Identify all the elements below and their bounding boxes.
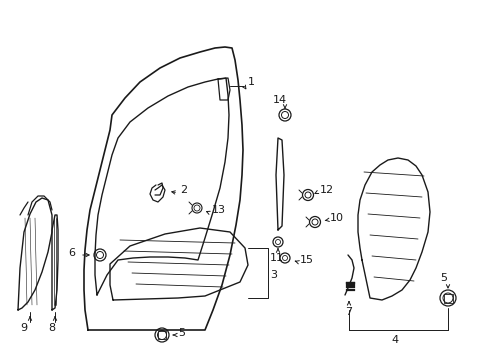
Text: 4: 4 bbox=[390, 335, 398, 345]
Text: 10: 10 bbox=[329, 213, 343, 223]
Text: 8: 8 bbox=[48, 323, 56, 333]
Text: 2: 2 bbox=[180, 185, 187, 195]
Text: 6: 6 bbox=[68, 248, 75, 258]
Text: 3: 3 bbox=[269, 270, 276, 280]
Text: 5: 5 bbox=[440, 273, 447, 283]
Text: 1: 1 bbox=[247, 77, 254, 87]
Text: 7: 7 bbox=[345, 307, 351, 317]
Text: 14: 14 bbox=[272, 95, 286, 105]
Text: 11: 11 bbox=[269, 253, 284, 263]
Text: 12: 12 bbox=[319, 185, 333, 195]
Text: 15: 15 bbox=[299, 255, 313, 265]
Text: 13: 13 bbox=[212, 205, 225, 215]
Text: 9: 9 bbox=[20, 323, 27, 333]
Text: 5: 5 bbox=[178, 328, 184, 338]
